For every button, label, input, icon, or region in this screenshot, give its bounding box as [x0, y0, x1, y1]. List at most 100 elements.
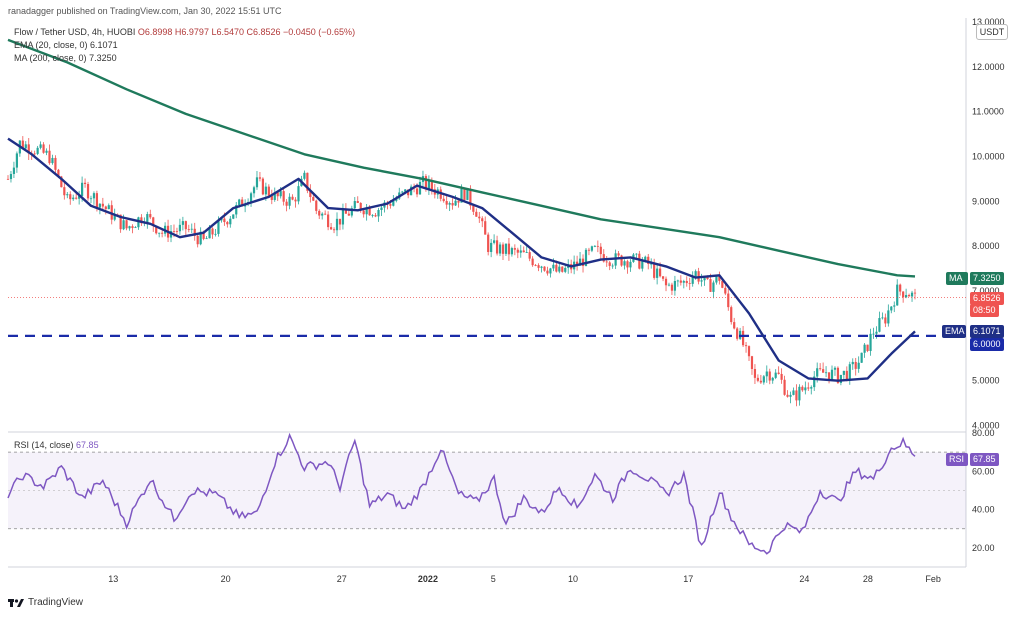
candle-body — [584, 249, 588, 266]
time-tick-label: Feb — [925, 574, 941, 584]
ma200-line — [7, 38, 916, 278]
candle-body — [341, 209, 345, 225]
candle-body — [626, 261, 629, 268]
candle-body — [75, 197, 78, 199]
candle-body — [899, 284, 902, 292]
candle-body — [884, 317, 887, 324]
candle-body — [587, 249, 591, 251]
candle-body — [217, 220, 220, 234]
candle-body — [338, 218, 342, 225]
candle-body — [575, 261, 579, 266]
candle-body — [685, 281, 688, 284]
candle-body — [104, 206, 107, 210]
candle-body — [122, 220, 125, 230]
candle-body — [525, 252, 528, 253]
candle-body — [661, 276, 665, 279]
candle-body — [658, 268, 662, 277]
candle-body — [893, 305, 896, 307]
time-tick-label: 20 — [221, 574, 231, 584]
candle-body — [279, 191, 282, 197]
candle-body — [724, 287, 727, 294]
price-tick-label: 9.0000 — [972, 196, 1000, 206]
currency-selector[interactable]: USDT — [976, 24, 1008, 40]
candle-body — [534, 265, 537, 266]
candle-body — [706, 276, 709, 280]
candle-body — [377, 209, 380, 217]
candle-body — [712, 282, 715, 292]
candle-body — [152, 217, 155, 226]
price-tick-label: 12.0000 — [972, 62, 1005, 72]
candle-body — [561, 266, 564, 272]
candle-body — [199, 231, 202, 245]
candle-body — [36, 147, 39, 154]
ma-badge-value: 7.3250 — [970, 272, 1004, 285]
indicator-lines — [7, 38, 966, 555]
candle-body — [611, 265, 614, 267]
candle-body — [537, 265, 540, 268]
candle-body — [913, 292, 917, 294]
candle-body — [558, 266, 561, 272]
candle-body — [202, 231, 205, 239]
candle-body — [756, 377, 760, 381]
candle-body — [747, 346, 751, 357]
candle-body — [42, 144, 45, 153]
candle-body — [795, 390, 798, 401]
candle-body — [881, 317, 884, 319]
candle-body — [205, 238, 208, 240]
candle-body — [297, 186, 300, 202]
rsi-tick-label: 40.00 — [972, 505, 995, 515]
candle-body — [804, 387, 807, 391]
candle-body — [833, 367, 837, 370]
candle-body — [294, 199, 297, 202]
candle-body — [238, 199, 241, 206]
price-badge-countdown: 08:50 — [970, 304, 999, 317]
candle-body — [410, 186, 413, 196]
candle-body — [564, 267, 567, 272]
candle-body — [910, 292, 914, 297]
candle-body — [469, 189, 472, 206]
candle-body — [78, 195, 81, 199]
candle-body — [495, 240, 499, 254]
candle-body — [267, 186, 270, 196]
rsi-badge-value: 67.85 — [970, 453, 999, 466]
candle-body — [395, 198, 398, 201]
candle-body — [140, 217, 143, 224]
rsi-tick-label: 20.00 — [972, 543, 995, 553]
candle-body — [63, 187, 66, 196]
candle-body — [519, 250, 522, 253]
candle-body — [667, 284, 671, 286]
candle-body — [765, 371, 768, 377]
candle-body — [350, 208, 353, 216]
candle-body — [629, 261, 632, 268]
candle-body — [736, 328, 739, 339]
candle-body — [691, 276, 694, 284]
candle-body — [232, 214, 235, 219]
ma-legend-label: MA (200, close, 0) — [14, 53, 87, 63]
candle-body — [181, 221, 184, 225]
rsi-tick-label: 60.00 — [972, 466, 995, 476]
candle-body — [807, 387, 810, 389]
candle-body — [863, 344, 866, 353]
rsi-tick-label: 80.00 — [972, 428, 995, 438]
candle-body — [771, 377, 774, 381]
candle-body — [777, 372, 780, 374]
candle-body — [193, 228, 196, 236]
price-grid — [8, 18, 967, 568]
candle-body — [578, 258, 582, 266]
brand-logo[interactable]: TradingView — [8, 597, 83, 608]
candle-body — [676, 280, 679, 282]
candle-body — [466, 189, 469, 200]
candle-body — [744, 345, 748, 347]
candle-body — [552, 264, 555, 269]
time-tick-label: 13 — [108, 574, 118, 584]
candle-body — [845, 370, 848, 380]
candle-body — [653, 263, 656, 278]
candle-body — [827, 372, 831, 380]
candle-body — [510, 248, 513, 255]
candle-body — [155, 225, 158, 234]
candle-body — [380, 207, 383, 210]
candle-body — [762, 376, 765, 383]
ema-legend-label: EMA (20, close, 0) — [14, 40, 88, 50]
candle-body — [404, 189, 407, 192]
candle-body — [303, 172, 306, 179]
